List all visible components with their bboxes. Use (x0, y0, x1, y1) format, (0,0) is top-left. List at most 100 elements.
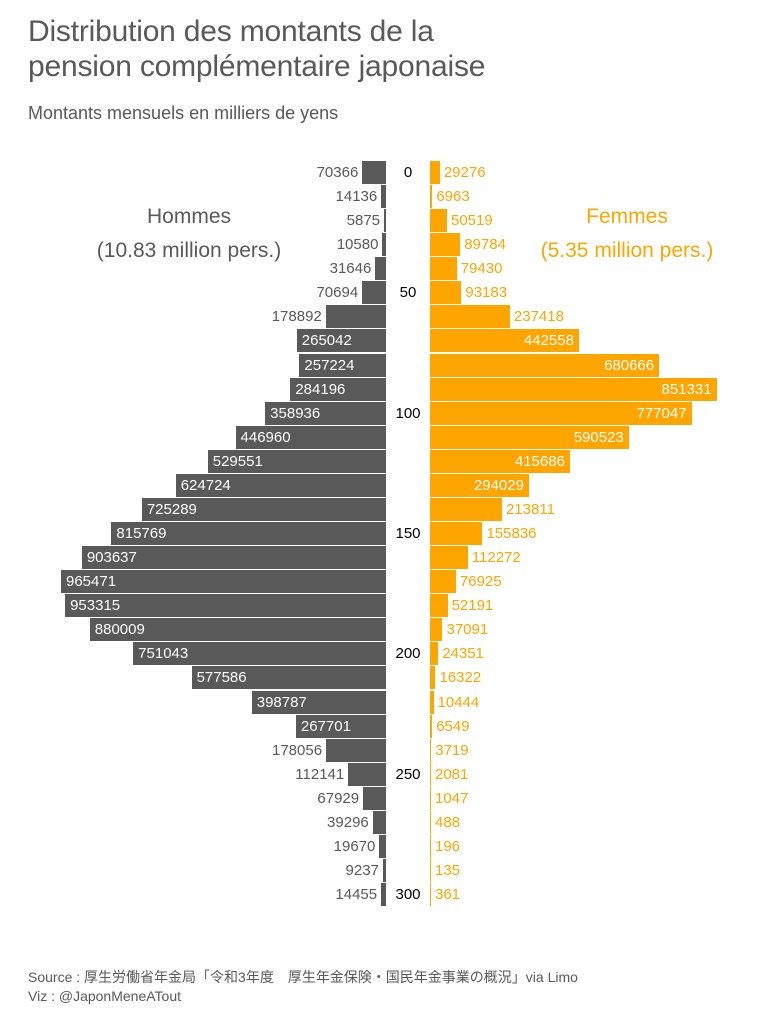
bar-women-value: 415686 (514, 452, 565, 470)
bar-men-value: 10580 (336, 236, 379, 254)
bar-men-value: 446960 (240, 428, 291, 446)
bar-women (430, 883, 431, 907)
bar-women (430, 377, 717, 401)
y-axis-tick: 150 (395, 525, 421, 543)
bar-men-value: 529551 (212, 452, 263, 470)
bar-women-value: 52191 (451, 597, 494, 615)
bar-women-value: 112272 (471, 549, 521, 567)
bar-women-value: 294029 (473, 476, 524, 494)
bar-men-value: 903637 (86, 549, 137, 567)
bar-women-value: 6549 (436, 717, 470, 735)
title-line-2: pension complémentaire japonaise (28, 50, 486, 83)
bar-men-value: 31646 (329, 260, 372, 278)
bar-men-value: 725289 (146, 500, 197, 518)
bar-women (430, 810, 431, 834)
bar-men (299, 353, 386, 377)
bar-women (430, 738, 432, 762)
bar-women-value: 488 (435, 813, 461, 831)
bar-women-value: 237418 (513, 308, 564, 326)
bar-women-value: 79430 (460, 260, 503, 278)
bar-women-value: 16322 (439, 669, 482, 687)
bar-women (430, 401, 692, 425)
bar-men (295, 714, 386, 738)
title-line-1: Distribution des montants de la (28, 15, 434, 48)
bar-men-value: 112141 (295, 765, 345, 783)
bar-women (430, 666, 436, 690)
bar-men (251, 690, 386, 714)
bar-women-value: 196 (435, 837, 461, 855)
legend-women-label: Femmes (586, 205, 668, 228)
legend-women-total: (5.35 million pers.) (540, 239, 714, 262)
y-axis-tick: 100 (395, 404, 421, 422)
bar-men (111, 522, 386, 546)
bar-men-value: 358936 (270, 404, 321, 422)
bar-men (382, 233, 386, 257)
bar-men-value: 67929 (317, 789, 360, 807)
bar-women (430, 161, 440, 184)
legend-women: Femmes (5.35 million pers.) (524, 200, 730, 268)
bar-men-value: 14136 (335, 188, 378, 206)
bar-women-value: 93183 (465, 284, 508, 302)
bar-women (430, 690, 434, 714)
bar-women-value: 777047 (636, 404, 687, 422)
bar-women-value: 3719 (435, 741, 469, 759)
legend-men: Hommes (10.83 million pers.) (80, 200, 298, 268)
bar-men-value: 965471 (66, 573, 117, 591)
bar-men (384, 209, 386, 233)
bar-women (430, 714, 433, 738)
bar-women (430, 546, 468, 570)
bar-men-value: 19670 (333, 837, 376, 855)
bar-men (133, 642, 386, 666)
bar-women-value: 361 (435, 886, 461, 904)
bar-women-value: 442558 (523, 332, 574, 350)
bar-men-value: 257224 (304, 356, 355, 374)
bar-women (430, 570, 456, 594)
bar-men (372, 810, 386, 834)
bar-men-value: 815769 (116, 525, 167, 543)
bar-men (348, 762, 386, 786)
bar-men-value: 14455 (335, 886, 378, 904)
chart-title: Distribution des montants de la pension … (28, 14, 485, 84)
bar-men (375, 257, 386, 281)
legend-men-total: (10.83 million pers.) (96, 239, 282, 262)
bar-men (89, 618, 386, 642)
bar-men (362, 161, 386, 184)
bar-women (430, 594, 448, 618)
bar-men (290, 377, 386, 401)
bar-women-value: 24351 (442, 645, 484, 663)
legend-men-label: Hommes (146, 205, 231, 228)
bar-men (379, 834, 386, 858)
bar-women (430, 834, 431, 858)
bar-women (430, 618, 443, 642)
source-note: Source : 厚生労働省年金局「令和3年度 厚生年金保険・国民年金事業の概況… (28, 968, 578, 1006)
chart-subtitle: Montants mensuels en milliers de yens (28, 103, 339, 123)
bar-men (296, 329, 386, 353)
bar-men-value: 751043 (138, 645, 189, 663)
bar-men-value: 265042 (301, 332, 352, 350)
bar-women-value: 29276 (443, 164, 486, 181)
bar-women (430, 329, 579, 353)
bar-men (175, 473, 386, 497)
bar-women-value: 680666 (604, 356, 655, 374)
bar-women (430, 497, 502, 521)
y-axis-tick: 0 (403, 164, 413, 181)
bar-men-value: 880009 (94, 621, 145, 639)
bar-women (430, 425, 629, 449)
bar-men (265, 401, 386, 425)
bar-women (430, 762, 431, 786)
bar-women-value: 1047 (435, 789, 469, 807)
bar-men-value: 284196 (295, 380, 346, 398)
bar-women (430, 209, 447, 233)
bar-women-value: 590523 (573, 428, 624, 446)
viz-credit: Viz : @JaponMeneATout (28, 988, 182, 1004)
bar-women (430, 522, 483, 546)
bar-women (430, 185, 433, 209)
bar-men-value: 267701 (300, 717, 351, 735)
y-axis-tick: 300 (395, 886, 421, 904)
bar-women (430, 233, 461, 257)
bar-women-value: 76925 (459, 573, 502, 591)
bar-women (430, 449, 570, 473)
bar-men-value: 70694 (316, 284, 359, 302)
bar-men (381, 185, 386, 209)
